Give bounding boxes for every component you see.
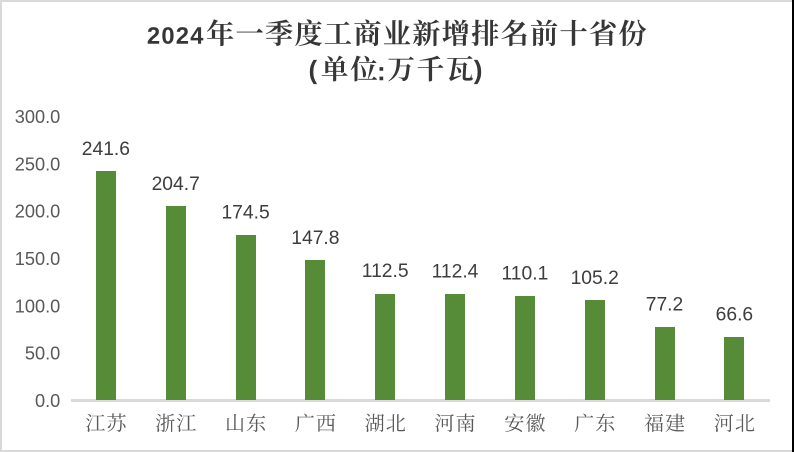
svg-text:112.4: 112.4 bbox=[432, 261, 479, 282]
svg-text:250.0: 250.0 bbox=[15, 154, 61, 174]
svg-text:150.0: 150.0 bbox=[15, 249, 61, 269]
svg-text:105.2: 105.2 bbox=[571, 268, 619, 289]
svg-text:0.0: 0.0 bbox=[35, 391, 60, 411]
svg-text:200.0: 200.0 bbox=[15, 202, 61, 222]
svg-text:112.5: 112.5 bbox=[362, 261, 409, 282]
svg-text:241.6: 241.6 bbox=[82, 139, 130, 160]
svg-text:50.0: 50.0 bbox=[25, 344, 60, 364]
svg-text:204.7: 204.7 bbox=[152, 174, 200, 195]
svg-text:77.2: 77.2 bbox=[646, 295, 684, 316]
svg-text:174.5: 174.5 bbox=[221, 203, 269, 224]
svg-text:300.0: 300.0 bbox=[15, 107, 61, 127]
svg-text:147.8: 147.8 bbox=[291, 228, 339, 249]
svg-text:100.0: 100.0 bbox=[15, 296, 61, 316]
svg-text:66.6: 66.6 bbox=[716, 305, 754, 326]
svg-text:110.1: 110.1 bbox=[501, 264, 548, 285]
